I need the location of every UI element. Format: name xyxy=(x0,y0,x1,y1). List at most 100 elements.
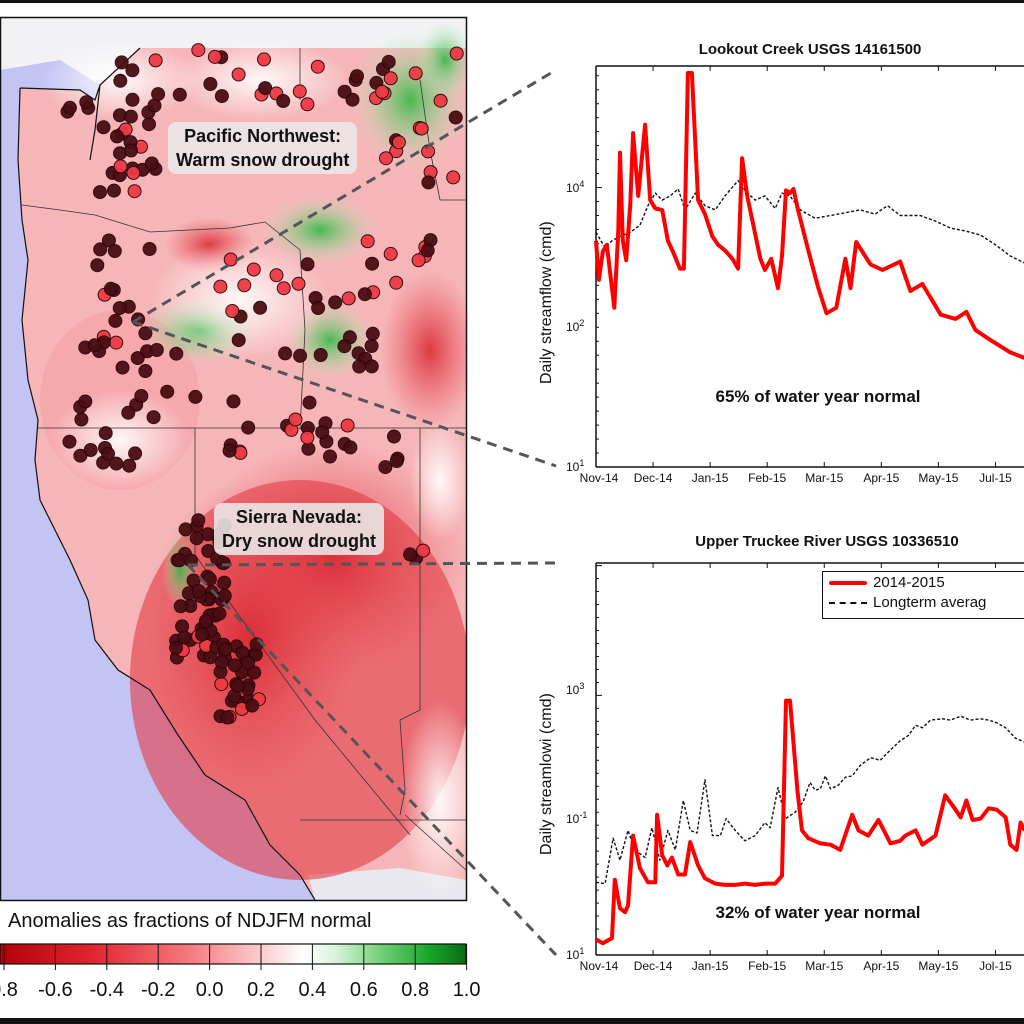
station-marker xyxy=(276,94,291,108)
colorbar-tick-label: 0.0 xyxy=(195,979,224,1001)
y-tick-base: 10 xyxy=(566,683,580,698)
y-tick-label: 101 xyxy=(566,946,584,962)
station-marker xyxy=(292,84,307,99)
station-marker xyxy=(151,87,166,102)
station-marker xyxy=(364,339,379,353)
station-marker xyxy=(253,300,268,315)
station-marker xyxy=(101,233,116,248)
station-marker xyxy=(142,242,157,256)
station-marker xyxy=(364,359,379,374)
connector-line xyxy=(187,561,557,567)
station-marker xyxy=(220,710,235,725)
y-tick-base: 10 xyxy=(566,948,580,962)
station-marker xyxy=(79,95,94,110)
station-marker xyxy=(188,389,203,404)
y-tick-label: 102 xyxy=(566,318,584,334)
station-marker xyxy=(121,405,136,420)
x-tick-label: Apr-15 xyxy=(863,959,900,973)
coastline xyxy=(17,47,316,900)
colorbar-tick-label: 0.8 xyxy=(0,979,18,1001)
station-marker xyxy=(230,678,245,693)
station-marker xyxy=(93,185,107,200)
station-marker xyxy=(231,67,246,82)
station-marker xyxy=(293,348,308,363)
station-marker xyxy=(191,584,206,599)
series-line-longterm-average xyxy=(595,715,1024,885)
station-marker xyxy=(172,553,187,568)
x-tick-label: Jan-15 xyxy=(691,471,729,485)
y-tick-exponent: 4 xyxy=(579,178,585,189)
legend-swatch xyxy=(829,602,867,605)
station-marker xyxy=(123,109,138,124)
pacific-northwest-label: Pacific Northwest: Warm snow drought xyxy=(168,122,358,174)
station-marker xyxy=(96,120,111,135)
station-marker xyxy=(74,412,89,427)
station-marker xyxy=(138,326,153,341)
station-marker xyxy=(107,244,122,258)
station-marker xyxy=(101,446,115,461)
station-marker xyxy=(134,389,149,403)
colorbar-title: Anomalies as fractions of NDJFM normal xyxy=(8,910,372,932)
station-marker xyxy=(378,460,393,475)
x-tick-label: Mar-15 xyxy=(805,471,844,485)
station-marker xyxy=(189,531,204,546)
colorbar-tick-label: 0.6 xyxy=(349,979,378,1001)
legend-label: 2014-2015 xyxy=(873,574,945,591)
x-tick-label: Dec-14 xyxy=(633,959,673,973)
station-marker xyxy=(337,339,352,354)
station-marker xyxy=(191,43,206,58)
station-marker xyxy=(113,73,128,88)
station-marker xyxy=(103,281,118,296)
y-tick-exponent: 1 xyxy=(579,458,585,468)
station-marker xyxy=(276,281,291,296)
y-tick-base: 10 xyxy=(566,460,580,474)
station-marker xyxy=(421,175,436,190)
x-tick-label: May-15 xyxy=(918,471,959,485)
station-marker xyxy=(288,412,303,427)
station-marker xyxy=(62,100,77,115)
station-marker xyxy=(217,575,232,590)
station-marker xyxy=(389,454,404,469)
station-marker xyxy=(241,420,256,435)
station-marker xyxy=(343,440,358,455)
station-marker xyxy=(328,295,343,310)
station-marker xyxy=(203,77,218,91)
colorbar-tick-label: 1.0 xyxy=(452,979,481,1001)
station-marker xyxy=(387,429,401,444)
top-border xyxy=(0,0,1024,3)
station-marker xyxy=(90,258,105,273)
pnw-label-line1: Pacific Northwest: xyxy=(184,126,342,146)
x-tick-label: Feb-15 xyxy=(748,471,787,485)
station-marker xyxy=(365,326,380,341)
bottom-border xyxy=(0,1018,1024,1024)
colorbar-tick-label: 0.8 xyxy=(401,979,430,1001)
x-tick-label: Feb-15 xyxy=(748,959,787,973)
station-marker xyxy=(98,426,113,441)
station-marker xyxy=(269,268,284,283)
chart-annotation: 32% of water year normal xyxy=(715,903,921,922)
station-marker xyxy=(108,313,123,328)
station-marker xyxy=(148,53,163,68)
station-marker xyxy=(357,287,372,302)
station-marker xyxy=(381,54,396,69)
y-tick-exponent: 2 xyxy=(579,318,585,329)
station-marker xyxy=(122,458,137,473)
station-marker xyxy=(160,384,175,399)
colorbar xyxy=(0,943,467,965)
station-marker xyxy=(420,243,435,258)
station-marker xyxy=(93,242,108,257)
legend-entry-longterm: Longterm averag xyxy=(829,594,986,611)
station-marker xyxy=(114,55,129,70)
colorbar-tick-label: -0.4 xyxy=(89,979,125,1001)
station-marker xyxy=(310,59,325,74)
legend-entry-2014-2015: 2014-2015 xyxy=(829,574,945,591)
legend-label: Longterm averag xyxy=(873,594,987,611)
station-marker xyxy=(302,395,317,410)
station-marker xyxy=(350,69,364,84)
station-marker xyxy=(213,279,228,294)
colorbar-tick-label: 0.4 xyxy=(298,979,327,1001)
station-marker xyxy=(218,642,233,657)
station-marker xyxy=(127,184,142,199)
station-marker xyxy=(300,257,315,272)
station-marker xyxy=(258,81,273,96)
